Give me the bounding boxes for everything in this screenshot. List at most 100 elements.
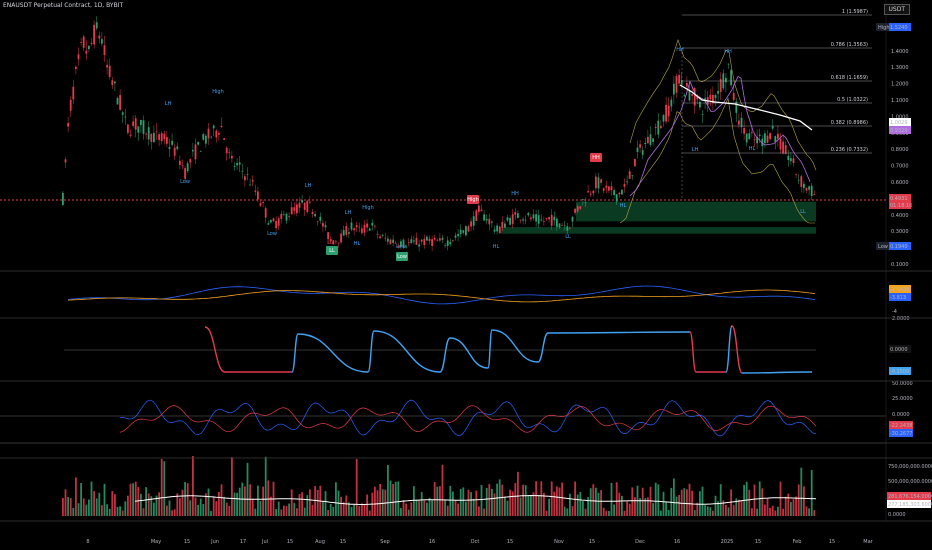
fib-label: 0.786 (1.3563) xyxy=(831,42,868,48)
volume-bar xyxy=(166,505,168,516)
volume-bar xyxy=(420,492,423,516)
candle-body xyxy=(277,218,280,226)
volume-bar xyxy=(803,486,805,516)
candle-body xyxy=(171,140,173,145)
currency-selector[interactable]: USDT xyxy=(883,4,910,15)
volume-bar xyxy=(764,504,766,516)
swing-label: HL xyxy=(749,146,756,152)
volume-bar xyxy=(696,502,699,516)
volume-bar xyxy=(306,495,309,516)
time-tick: 2025 xyxy=(721,539,734,545)
panel4-label xyxy=(887,500,931,508)
volume-bar xyxy=(745,481,748,516)
volume-bar xyxy=(249,484,251,516)
volume-bar xyxy=(657,484,660,516)
candle-body xyxy=(405,246,407,248)
volume-bar xyxy=(400,508,402,516)
volume-bar xyxy=(329,504,332,516)
volume-bar xyxy=(184,482,186,516)
volume-bar xyxy=(150,496,153,516)
volume-bar xyxy=(777,506,779,516)
volume-bar xyxy=(579,491,582,516)
time-tick: Aug xyxy=(315,539,325,545)
candle-body xyxy=(792,158,795,163)
candle-body xyxy=(231,155,233,159)
indicator-panel-1: -4 -2.6419 -3.813 xyxy=(67,285,911,315)
candle-body xyxy=(686,82,688,87)
candle-body xyxy=(803,183,805,189)
volume-bar xyxy=(98,492,101,516)
volume-bar xyxy=(124,501,127,516)
candle-body xyxy=(696,95,699,100)
volume-bar xyxy=(452,491,454,516)
volume-bar xyxy=(813,510,816,516)
trend-segment xyxy=(689,331,697,373)
price-label-text: 0.4931 xyxy=(890,196,908,202)
candle-body xyxy=(553,216,556,221)
volume-bar xyxy=(101,505,103,516)
candle-body xyxy=(259,203,262,206)
candle-body xyxy=(119,95,121,110)
price-tag-text: High xyxy=(878,25,890,31)
signal-badge-text: LL xyxy=(329,248,335,254)
volume-bar xyxy=(262,486,264,516)
candle-body xyxy=(491,221,493,223)
time-tick: 15 xyxy=(287,539,293,545)
candle-body xyxy=(475,210,478,221)
volume-bar xyxy=(441,464,444,516)
price-tick: 0.3000 xyxy=(891,229,909,235)
volume-bar xyxy=(569,493,571,516)
candle-body xyxy=(358,226,361,228)
candle-body xyxy=(472,216,475,226)
volume-bar xyxy=(85,504,88,516)
volume-bar xyxy=(615,482,618,516)
volume-bar xyxy=(675,496,678,516)
swing-label: LL xyxy=(565,234,571,240)
price-label-text: 0.9329 xyxy=(890,128,908,134)
candle-body xyxy=(465,226,467,236)
candle-body xyxy=(160,133,163,142)
volume-bar xyxy=(639,498,641,516)
candle-body xyxy=(810,185,813,197)
swing-label: LL xyxy=(327,240,333,246)
volume-bar xyxy=(782,508,784,516)
volume-bar xyxy=(485,487,488,516)
candle-body xyxy=(545,218,548,220)
volume-bar xyxy=(735,498,738,516)
candle-body xyxy=(220,125,223,128)
volume-bar xyxy=(147,493,150,516)
volume-bar xyxy=(454,500,457,516)
volume-ma xyxy=(134,494,817,505)
panel4-label xyxy=(887,492,931,500)
candle-body xyxy=(77,54,80,60)
signal-badge-text: High xyxy=(467,197,479,203)
candle-body xyxy=(85,50,88,54)
candle-body xyxy=(444,245,446,246)
candle-body xyxy=(423,238,426,246)
time-tick: Jul xyxy=(261,539,268,545)
lower-band xyxy=(619,97,815,224)
demand-zone xyxy=(576,201,816,222)
candle-body xyxy=(452,240,454,241)
price-label-text: 01:18:10 xyxy=(890,203,912,209)
trend-segment xyxy=(439,337,451,373)
candle-body xyxy=(95,22,98,29)
volume-bar xyxy=(428,497,431,516)
volume-bar xyxy=(397,481,400,516)
candle-body xyxy=(797,179,800,181)
volume-bar xyxy=(314,486,316,516)
candle-body xyxy=(420,239,423,242)
candle-body xyxy=(392,239,394,243)
volume-bar xyxy=(595,487,597,516)
volume-bar xyxy=(761,488,764,516)
volume-bar xyxy=(368,510,371,516)
swing-label: HH xyxy=(724,49,732,55)
candle-body xyxy=(459,229,462,234)
trend-segment xyxy=(367,330,375,373)
trend-segment xyxy=(487,329,493,369)
panel2-label-text: 0.0000 xyxy=(890,347,908,353)
volume-bar xyxy=(342,502,345,516)
candle-body xyxy=(774,136,777,142)
panel4-label-text: 277,185,303.6000 xyxy=(888,502,932,508)
